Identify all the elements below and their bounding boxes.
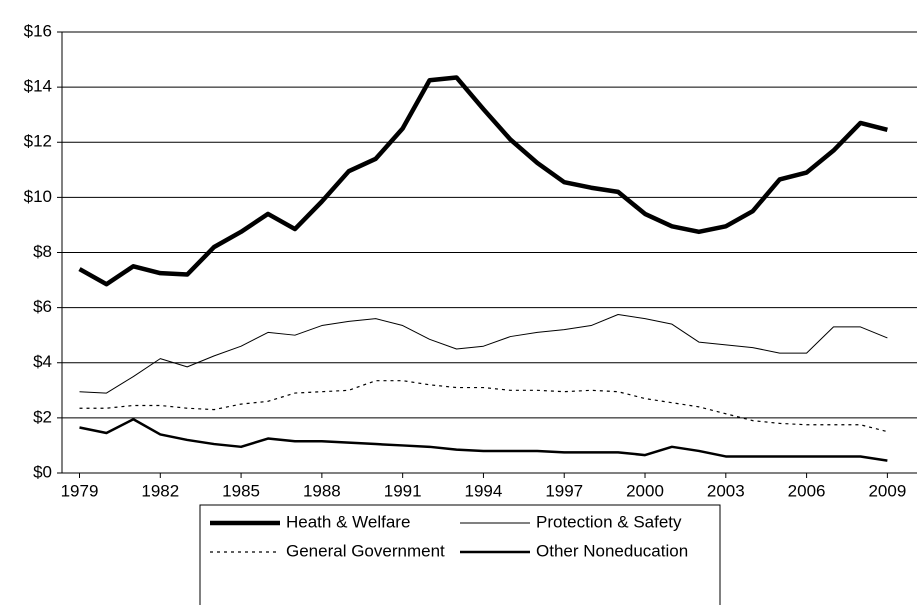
legend-label: General Government [286,541,445,560]
y-tick-label: $6 [33,297,52,316]
y-tick-label: $0 [33,462,52,481]
x-tick-label: 1991 [384,481,422,500]
x-tick-label: 2003 [707,481,745,500]
x-tick-label: 1979 [61,481,99,500]
x-tick-label: 1994 [465,481,503,500]
legend-label: Heath & Welfare [286,512,410,531]
legend-label: Protection & Safety [536,512,682,531]
x-tick-label: 1985 [222,481,260,500]
legend-box [199,504,721,605]
x-tick-label: 2009 [868,481,906,500]
y-tick-label: $8 [33,242,52,261]
series-line [78,75,888,287]
series-line [79,380,888,433]
y-tick-label: $16 [24,21,52,40]
y-tick-label: $10 [24,187,52,206]
y-tick-label: $14 [24,77,52,96]
legend-label: Other Noneducation [536,541,688,560]
x-tick-label: 1982 [141,481,179,500]
y-tick-label: $4 [33,352,52,371]
x-tick-label: 1988 [303,481,341,500]
series-line [79,418,888,462]
y-tick-label: $2 [33,407,52,426]
y-tick-label: $12 [24,132,52,151]
x-tick-label: 2000 [626,481,664,500]
series-line [79,314,888,394]
x-tick-label: 2006 [788,481,826,500]
x-tick-label: 1997 [545,481,583,500]
